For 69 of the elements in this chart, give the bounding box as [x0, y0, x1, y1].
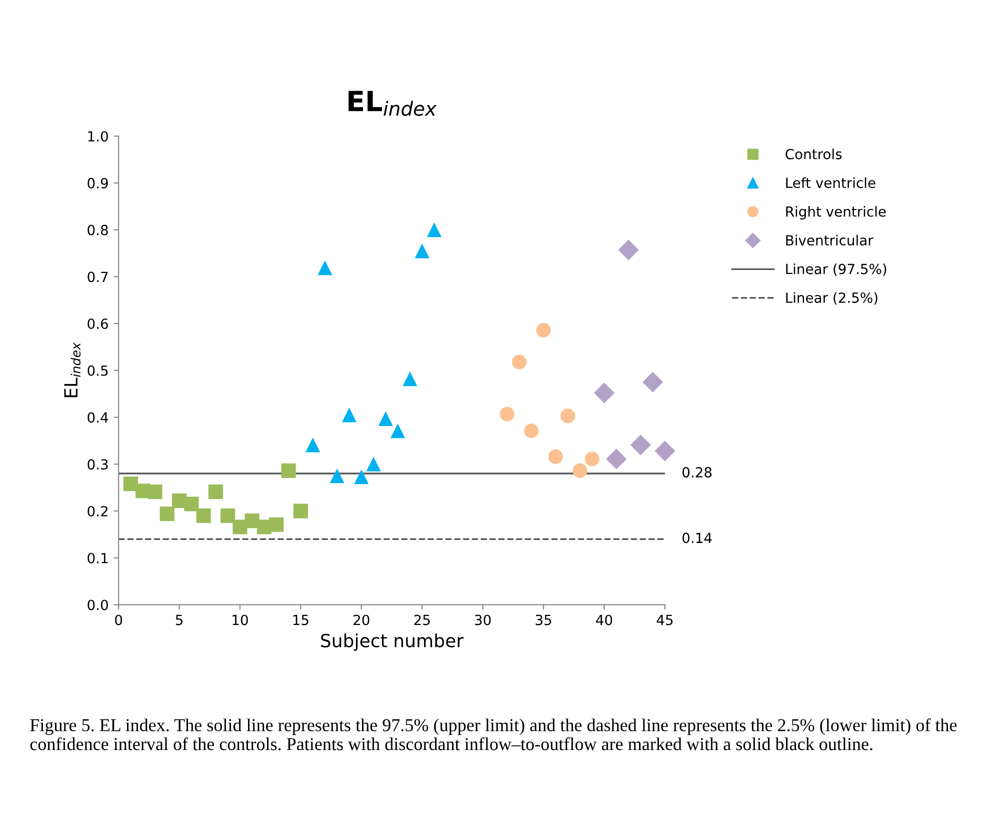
point — [536, 322, 551, 338]
point — [366, 456, 381, 472]
point — [354, 470, 369, 484]
x-tick-label: 40 — [596, 614, 612, 626]
legend-label: Right ventricle — [786, 206, 886, 220]
y-tick-label: 0.3 — [88, 459, 108, 470]
point — [208, 484, 223, 500]
point — [123, 476, 138, 492]
point — [606, 448, 627, 470]
point — [572, 463, 588, 478]
y-tick-label: 0.1 — [88, 552, 108, 564]
annotation: 0.28 — [682, 467, 712, 478]
x-tick-label: 10 — [232, 614, 248, 626]
point — [293, 504, 308, 518]
legend-label: Linear (97.5%) — [786, 263, 886, 276]
point — [618, 240, 639, 260]
point — [512, 354, 527, 370]
point — [160, 506, 174, 522]
x-axis-title: Subject number — [321, 633, 464, 651]
chart-title: EL$_{index}$ — [348, 90, 437, 116]
y-tick-label: 0.0 — [88, 600, 108, 610]
legend-label: Linear (2.5%) — [786, 292, 878, 305]
point — [524, 424, 539, 438]
point — [500, 406, 514, 422]
caption: Figure 5. EL index. The solid line represents the 97.5% (upper limit) and the dashed line represents the 2.5% (lower limit) of the confidence interval of the controls. Patients with discordant inflow–to-outflow are marked with a solid black outline. — [30, 718, 957, 750]
x-tick-label: 0 — [115, 614, 122, 626]
point — [378, 411, 393, 426]
point — [232, 520, 248, 534]
point — [414, 244, 430, 258]
point — [642, 372, 664, 392]
point — [148, 484, 162, 500]
y-tick-label: 0.7 — [88, 272, 108, 282]
point — [594, 382, 615, 404]
point — [654, 440, 676, 462]
x-tick-label: 45 — [656, 614, 673, 626]
point — [306, 438, 320, 452]
y-tick-label: 1.0 — [88, 131, 108, 142]
point — [584, 452, 600, 466]
y-axis-title: EL$_{index}$ — [64, 342, 81, 398]
point — [560, 408, 576, 424]
point — [330, 468, 344, 484]
x-tick-label: 15 — [293, 614, 308, 626]
x-tick-label: 30 — [475, 614, 491, 626]
x-tick-label: 25 — [414, 614, 430, 626]
x-tick-label: 20 — [354, 614, 370, 626]
annotation: 0.14 — [682, 532, 712, 544]
y-tick-label: 0.8 — [88, 224, 108, 236]
legend-label: Biventricular — [786, 234, 874, 246]
point — [402, 372, 418, 386]
legend-label: Controls — [786, 148, 842, 160]
point — [318, 260, 332, 276]
point — [269, 517, 284, 532]
point — [342, 408, 357, 422]
point — [220, 508, 236, 523]
y-tick-label: 0.9 — [88, 178, 108, 188]
y-tick-label: 0.4 — [88, 412, 108, 423]
y-tick-label: 0.6 — [88, 318, 108, 330]
point — [426, 222, 442, 238]
y-tick-label: 0.5 — [88, 365, 108, 376]
point — [390, 424, 406, 438]
point — [184, 496, 199, 512]
point — [196, 508, 211, 523]
legend-label: Left ventricle — [786, 177, 876, 188]
x-tick-label: 5 — [176, 614, 182, 626]
y-tick-label: 0.2 — [88, 506, 108, 516]
point — [281, 463, 296, 478]
x-tick-label: 35 — [536, 614, 552, 626]
point — [630, 434, 651, 456]
point — [548, 449, 563, 464]
